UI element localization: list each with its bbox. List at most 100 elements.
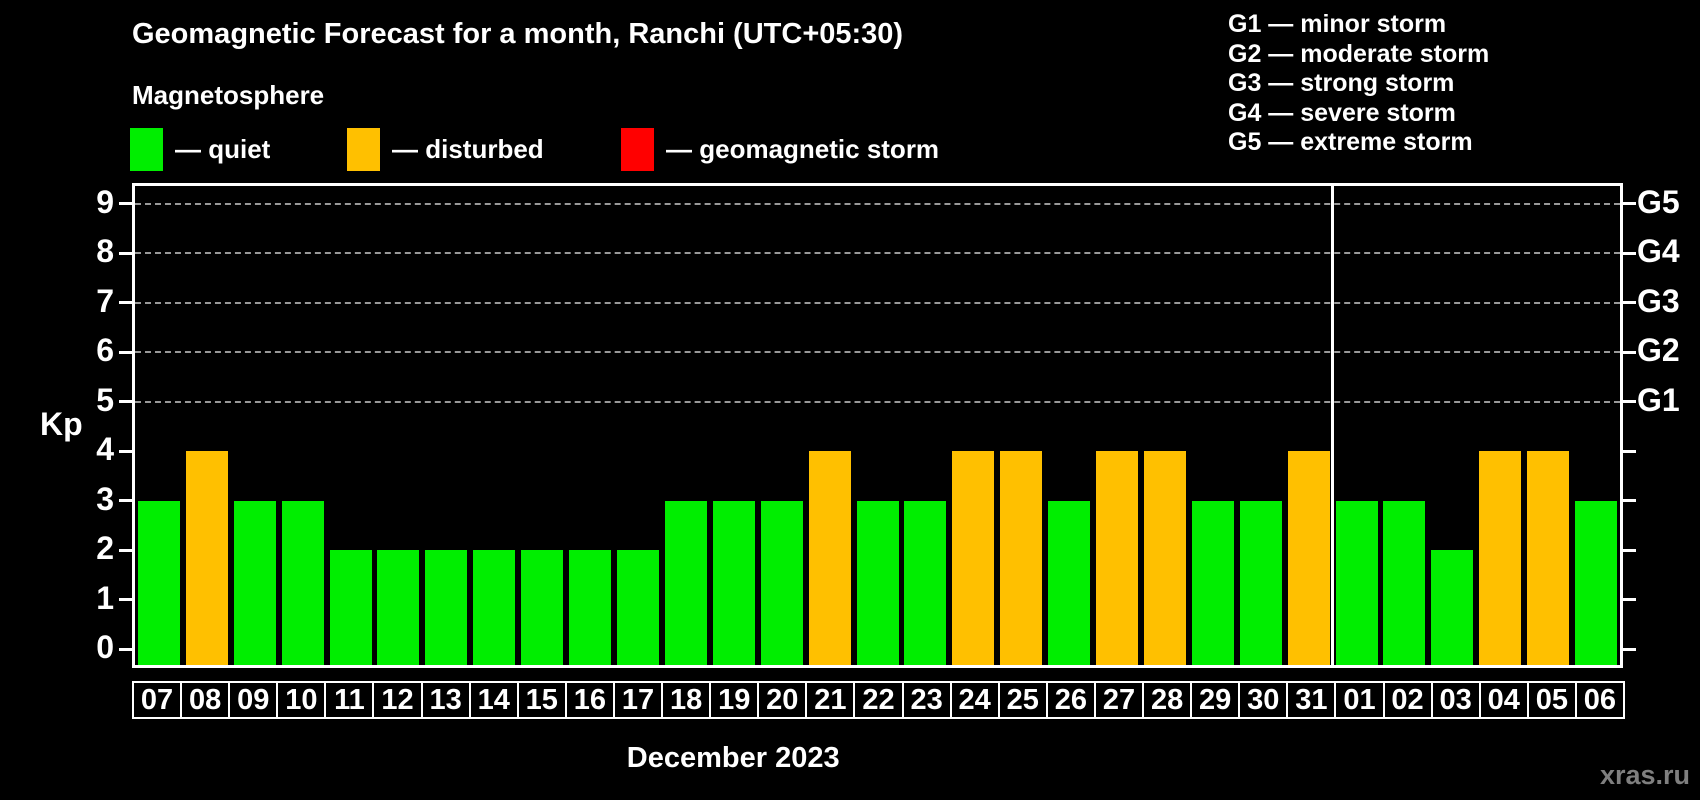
month-separator-line	[1331, 186, 1335, 665]
date-cell-10: 10	[276, 681, 327, 719]
y-axis-tick-right-1	[1623, 598, 1636, 601]
legend-item-quiet: — quiet	[130, 128, 270, 171]
g-scale-label-g3: G3	[1637, 282, 1680, 319]
date-cell-03: 03	[1430, 681, 1481, 719]
y-axis-tick-left-3	[119, 499, 132, 502]
date-cell-24: 24	[949, 681, 1000, 719]
y-axis-tick-right-2	[1623, 548, 1636, 552]
gridline-7	[135, 301, 1620, 304]
date-cell-20: 20	[757, 681, 808, 719]
legend-item-disturbed: — disturbed	[347, 128, 544, 171]
kp-bar-day-09	[233, 500, 276, 665]
date-cell-29: 29	[1190, 681, 1241, 719]
legend-swatch-quiet	[130, 128, 163, 171]
date-cell-14: 14	[468, 681, 519, 719]
g-scale-label-g2: G2	[1637, 332, 1680, 368]
date-cell-08: 08	[180, 681, 231, 719]
date-cell-26: 26	[1045, 681, 1096, 719]
kp-bar-day-18	[664, 500, 707, 665]
kp-bar-day-08	[185, 451, 228, 665]
kp-bar-day-26	[1048, 500, 1091, 665]
kp-bar-day-16	[569, 550, 612, 665]
y-axis-label-1: 1	[96, 579, 114, 616]
gridline-5	[135, 400, 1620, 403]
date-cell-18: 18	[661, 681, 712, 719]
legend-label-quiet: — quiet	[175, 134, 271, 164]
g-legend-line-g1: G1 — minor storm	[1228, 10, 1447, 38]
y-axis-label-9: 9	[96, 183, 114, 220]
date-cell-19: 19	[709, 681, 760, 719]
g-scale-legend: G1 — minor storm G2 — moderate storm G3 — …	[1228, 10, 1489, 158]
gridline-9	[135, 202, 1620, 205]
kp-bar-day-03	[1431, 550, 1474, 665]
kp-bar-day-20	[760, 500, 803, 665]
gridline-8	[135, 252, 1620, 254]
kp-bar-day-25	[1000, 451, 1043, 665]
date-cell-16: 16	[564, 681, 615, 719]
y-axis-label-0: 0	[96, 629, 114, 665]
kp-bar-day-10	[281, 500, 324, 665]
y-axis-tick-right-7	[1623, 301, 1636, 304]
g-scale-label-g1: G1	[1637, 381, 1680, 418]
date-cell-25: 25	[997, 681, 1048, 719]
kp-bar-day-28	[1143, 451, 1186, 665]
date-cell-07: 07	[132, 681, 183, 719]
y-axis-label-7: 7	[96, 282, 114, 319]
y-axis-tick-left-2	[119, 548, 132, 552]
y-axis-tick-left-7	[119, 301, 132, 304]
y-axis-tick-right-5	[1623, 400, 1636, 403]
kp-bar-day-02	[1383, 500, 1426, 665]
kp-bar-day-01	[1335, 500, 1378, 665]
date-cell-13: 13	[420, 681, 471, 719]
legend-item-storm: — geomagnetic storm	[621, 128, 939, 171]
watermark: xras.ru	[1599, 760, 1690, 790]
kp-bar-day-24	[952, 451, 995, 665]
kp-bar-day-05	[1527, 451, 1570, 665]
y-axis-tick-right-9	[1623, 202, 1636, 205]
y-axis-tick-left-4	[119, 449, 132, 453]
y-axis-tick-right-3	[1623, 499, 1636, 502]
kp-bar-day-13	[425, 550, 468, 665]
kp-bar-day-19	[712, 500, 755, 665]
kp-bar-day-07	[137, 500, 180, 665]
g-legend-line-g5: G5 — extreme storm	[1228, 128, 1473, 156]
g-legend-line-g2: G2 — moderate storm	[1228, 39, 1490, 68]
g-legend-line-g3: G3 — strong storm	[1228, 69, 1455, 97]
date-cell-12: 12	[372, 681, 423, 719]
kp-bar-day-17	[616, 550, 659, 665]
kp-bar-day-11	[329, 550, 372, 665]
kp-bar-day-15	[521, 550, 564, 665]
y-axis-tick-right-6	[1623, 350, 1636, 354]
date-cell-21: 21	[805, 681, 856, 719]
kp-bar-day-30	[1239, 500, 1282, 665]
g-scale-label-g5: G5	[1637, 183, 1680, 220]
date-cell-06: 06	[1574, 681, 1625, 719]
kp-bar-day-31	[1287, 451, 1330, 665]
y-axis-tick-left-8	[119, 251, 132, 255]
kp-bar-day-27	[1096, 451, 1139, 665]
date-cell-09: 09	[228, 681, 279, 719]
kp-bar-day-21	[808, 451, 851, 665]
chart-subtitle: Magnetosphere	[132, 80, 325, 110]
kp-bar-day-12	[377, 550, 420, 665]
g-scale-label-g4: G4	[1637, 233, 1680, 269]
y-axis-tick-left-5	[119, 400, 132, 403]
date-cell-27: 27	[1093, 681, 1145, 719]
y-axis-title: Kp	[40, 406, 83, 442]
kp-bar-day-04	[1479, 451, 1522, 665]
date-cell-31: 31	[1286, 681, 1337, 719]
date-cell-23: 23	[901, 681, 952, 719]
legend-swatch-disturbed	[347, 128, 380, 171]
g-legend-line-g4: G4 — severe storm	[1228, 98, 1456, 127]
y-axis-label-2: 2	[96, 530, 114, 566]
y-axis-tick-left-6	[119, 350, 132, 354]
y-axis-tick-right-4	[1623, 449, 1636, 453]
kp-bar-day-23	[904, 500, 947, 665]
date-cell-28: 28	[1142, 681, 1193, 719]
date-cell-15: 15	[516, 681, 567, 719]
kp-bar-day-22	[856, 500, 899, 665]
date-cell-05: 05	[1526, 681, 1577, 719]
y-axis-tick-right-0	[1623, 647, 1636, 651]
kp-bar-day-14	[473, 550, 516, 665]
